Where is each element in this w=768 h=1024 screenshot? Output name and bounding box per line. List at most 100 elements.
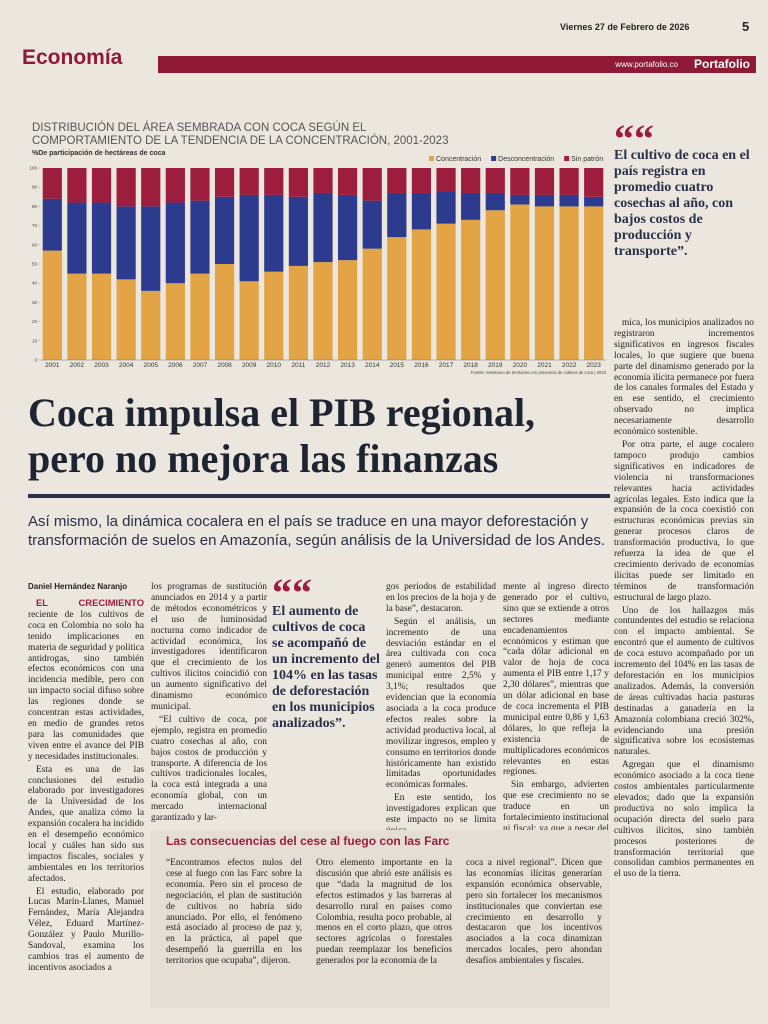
y-tick-label: 40 <box>32 281 38 286</box>
bar <box>510 168 530 195</box>
x-tick-label: 2011 <box>291 362 305 369</box>
paragraph: Según el análisis, un incremento de una … <box>386 616 496 791</box>
x-tick-label: 2014 <box>365 362 380 369</box>
bar <box>362 200 382 249</box>
bar <box>190 200 210 274</box>
paragraph: Agregan que el dinamismo económico asoci… <box>614 760 754 880</box>
subheadline: Así mismo, la dinámica cocalera en el pa… <box>28 513 606 549</box>
brand: Portafolio <box>694 57 750 71</box>
bar <box>141 168 161 207</box>
bar <box>338 194 358 261</box>
bar <box>461 168 481 193</box>
x-tick-label: 2012 <box>316 362 331 369</box>
bar <box>362 248 382 360</box>
bar <box>116 168 136 207</box>
bar <box>91 168 112 203</box>
bar <box>436 168 456 192</box>
article-column: mente al ingreso directo generado por el… <box>503 582 609 836</box>
x-tick-label: 2003 <box>94 362 109 369</box>
bar <box>264 168 284 195</box>
x-tick-label: 2001 <box>45 362 60 369</box>
y-tick-label: 100 <box>29 166 37 171</box>
bar <box>387 168 407 193</box>
x-tick-label: 2002 <box>70 362 85 369</box>
bar <box>67 168 87 203</box>
paragraph: El estudio, elaborado por Lucas Marín-Ll… <box>28 886 144 973</box>
box: Las consecuencias del cese al fuego con … <box>150 830 610 1008</box>
article-column: gos periodos de estabilidad en los preci… <box>386 582 496 836</box>
x-tick-label: 2013 <box>340 362 355 369</box>
y-tick-label: 30 <box>32 300 38 305</box>
bar <box>313 168 333 193</box>
bar <box>411 229 432 360</box>
chart-subtitle: %De participación de hectáreas de coca <box>32 150 166 157</box>
x-tick-label: 2004 <box>119 362 134 369</box>
bar <box>91 273 112 360</box>
bar <box>461 192 481 220</box>
x-tick-label: 2009 <box>242 362 257 369</box>
x-tick-label: 2019 <box>488 362 503 369</box>
x-tick-label: 2023 <box>586 362 601 369</box>
bar <box>559 168 579 195</box>
bar <box>214 168 235 197</box>
bar <box>584 206 604 360</box>
bar <box>387 192 407 238</box>
bar <box>510 204 530 360</box>
x-tick-label: 2007 <box>193 362 208 369</box>
paragraph: Esta es una de las conclusiones del estu… <box>28 764 144 884</box>
x-tick-label: 2020 <box>513 362 528 369</box>
y-tick-label: 10 <box>32 338 38 343</box>
bar <box>411 168 432 193</box>
bar <box>116 279 136 360</box>
bar <box>338 260 358 360</box>
paragraph: mica, los municipios analizados no regis… <box>614 318 754 438</box>
x-tick-label: 2022 <box>562 362 577 369</box>
box-column: coca a nivel regional”. Dicen que las ec… <box>466 858 602 967</box>
bar <box>411 192 432 230</box>
x-tick-label: 2008 <box>217 362 232 369</box>
x-tick-label: 2006 <box>168 362 183 369</box>
bar <box>42 250 62 360</box>
rule <box>28 494 610 498</box>
bar <box>141 290 161 360</box>
bar <box>190 168 210 201</box>
bar <box>264 194 284 272</box>
bar <box>559 194 579 207</box>
box-column: Otro elemento importante en la discusión… <box>316 858 452 967</box>
section: Economía <box>22 46 123 69</box>
box-column: “Encontramos efectos nulos del cese al f… <box>166 858 302 967</box>
pull-quote: El aumento de cultivos de coca se acompa… <box>272 604 380 731</box>
bar <box>116 206 136 280</box>
byline: Daniel Hernández Naranjo <box>28 582 128 591</box>
bar <box>214 196 235 264</box>
bar <box>584 196 604 207</box>
bar <box>67 273 87 360</box>
bar <box>67 202 87 274</box>
bar <box>288 196 308 266</box>
quote-mark: ““ <box>272 578 312 602</box>
box-title: Las consecuencias del cese al fuego con … <box>166 834 450 848</box>
bar <box>165 283 185 360</box>
bar <box>190 273 210 360</box>
y-tick-label: 50 <box>32 262 38 267</box>
bar <box>165 202 185 284</box>
bar <box>313 262 333 360</box>
x-tick-label: 2010 <box>267 362 282 369</box>
lead: EL CRECIMIENTO <box>36 598 144 608</box>
bar <box>362 168 382 201</box>
x-tick-label: 2017 <box>439 362 454 369</box>
bar <box>485 192 505 211</box>
page-number: 5 <box>742 19 750 34</box>
bar <box>338 168 358 195</box>
bar <box>485 210 505 360</box>
y-tick-label: 60 <box>32 242 38 247</box>
x-tick-label: 2015 <box>390 362 405 369</box>
x-tick-label: 2005 <box>144 362 159 369</box>
paragraph: Uno de los hallazgos más contundentes de… <box>614 605 754 758</box>
pull-quote: El cultivo de coca en el país registra e… <box>614 148 750 259</box>
article-column: EL CRECIMIENTO reciente de los cultivos … <box>28 598 144 1008</box>
y-tick-label: 90 <box>32 185 38 190</box>
bar <box>485 168 505 193</box>
paragraph: Sin embargo, advierten que ese crecimien… <box>503 780 609 836</box>
date: Viernes 27 de Febrero de 2026 <box>560 22 690 32</box>
